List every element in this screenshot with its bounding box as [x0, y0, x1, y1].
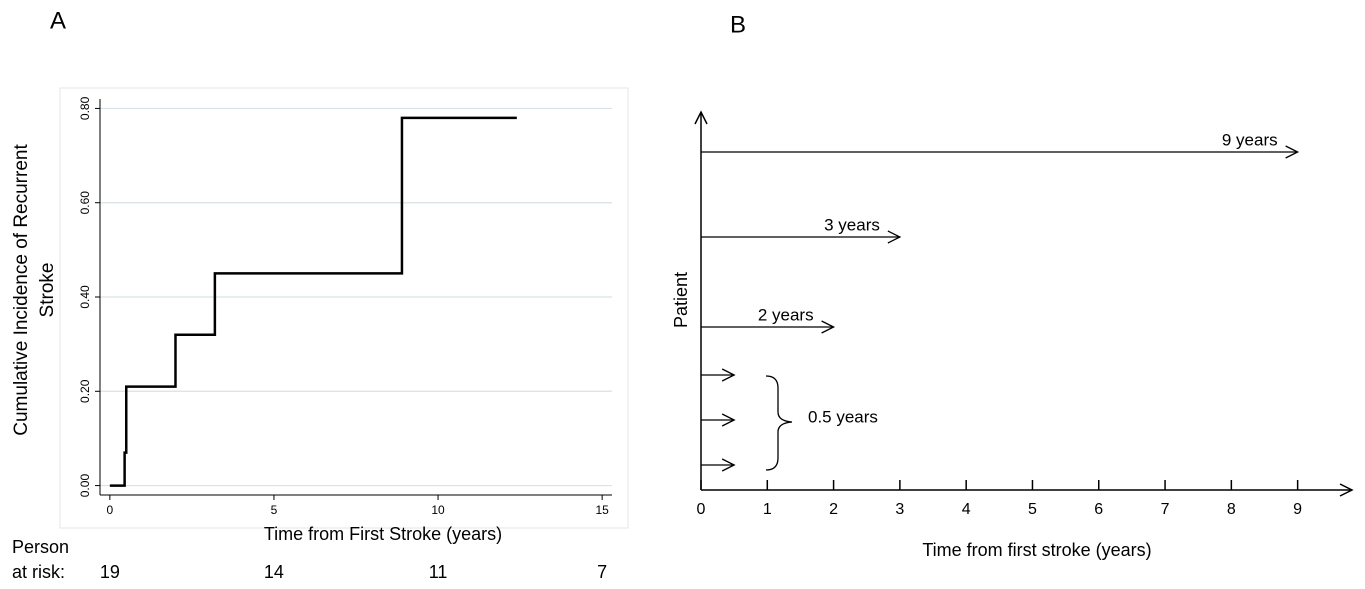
y-tick-label: 0.20 — [78, 379, 92, 403]
x-tick-label: 5 — [271, 503, 278, 517]
x-tick-label: 15 — [595, 503, 609, 517]
x-tick-label: 0 — [107, 503, 114, 517]
value-label: 2 years — [758, 305, 814, 324]
x-tick-label: 10 — [431, 503, 445, 517]
arrowhead — [721, 413, 736, 427]
arrowhead — [721, 458, 736, 472]
x-tick-label: 5 — [1028, 501, 1037, 518]
arrowhead — [887, 230, 902, 244]
panel-title: A — [50, 7, 66, 34]
y-tick-label: 0.60 — [78, 191, 92, 215]
y-tick-label: 0.80 — [78, 96, 92, 120]
risk-value: 19 — [100, 562, 120, 582]
plot-frame — [59, 87, 629, 529]
risk-label: Person — [12, 537, 69, 557]
x-tick-label: 6 — [1094, 501, 1103, 518]
x-axis-label: Time from First Stroke (years) — [264, 524, 502, 544]
arrowhead — [1285, 145, 1300, 159]
risk-value: 7 — [597, 562, 607, 582]
risk-value: 14 — [264, 562, 284, 582]
x-tick-label: 1 — [763, 501, 772, 518]
risk-value: 11 — [429, 562, 448, 582]
y-axis-label: Patient — [671, 272, 691, 328]
brace — [765, 375, 793, 471]
y-tick-label: 0.00 — [78, 474, 92, 498]
risk-label: at risk: — [12, 562, 65, 582]
x-axis-label: Time from first stroke (years) — [922, 540, 1151, 560]
x-tick-label: 9 — [1293, 501, 1302, 518]
x-tick-label: 2 — [829, 501, 838, 518]
y-tick-label: 0.40 — [78, 285, 92, 309]
x-tick-label: 4 — [962, 501, 971, 518]
arrowhead — [821, 320, 836, 334]
value-label: 0.5 years — [808, 407, 878, 426]
value-label: 3 years — [824, 215, 880, 234]
arrowhead — [721, 368, 736, 382]
y-axis-label: Cumulative Incidence of Recurrent — [11, 144, 32, 436]
value-label: 9 years — [1222, 130, 1278, 149]
panel-title: B — [730, 11, 746, 38]
step-line — [109, 116, 517, 487]
axis-arrowhead — [1339, 483, 1354, 497]
x-tick-label: 3 — [895, 501, 904, 518]
axis-arrowhead — [694, 110, 708, 125]
x-tick-label: 0 — [697, 501, 706, 518]
x-tick-label: 7 — [1161, 501, 1170, 518]
x-tick-label: 8 — [1227, 501, 1236, 518]
y-axis-label: Stroke — [37, 263, 58, 318]
